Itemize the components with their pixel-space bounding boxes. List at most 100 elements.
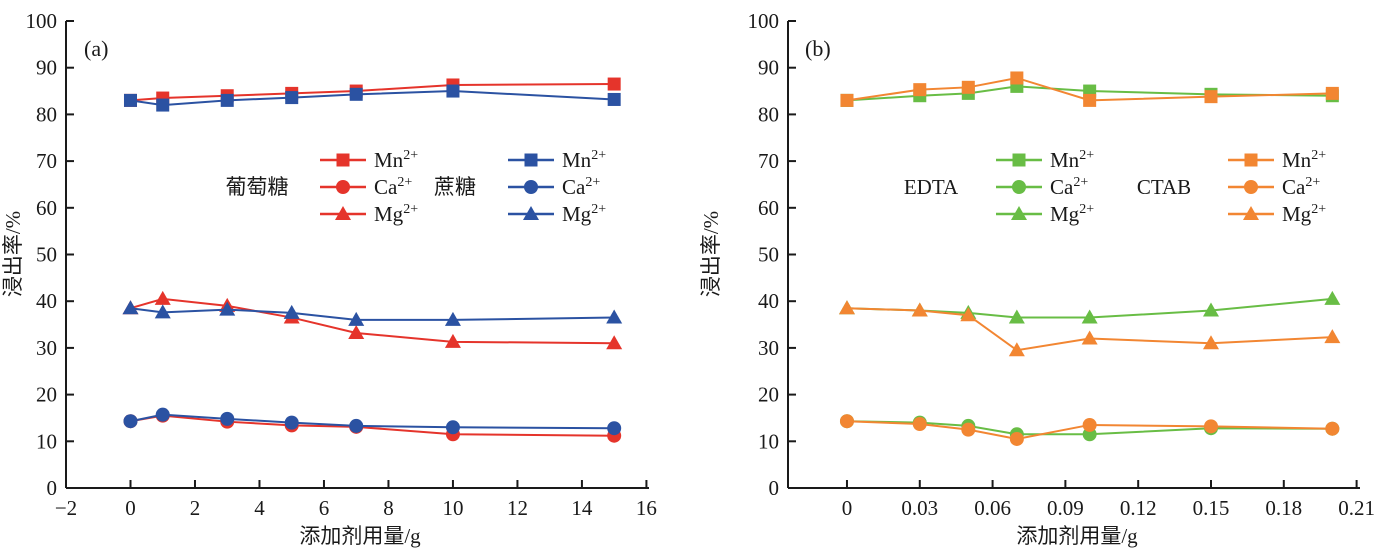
legend-label-Mg2+: Mg2+	[374, 202, 418, 226]
data-point-Mn2+	[1083, 93, 1097, 107]
data-point-Mg2+	[444, 311, 461, 326]
x-tick-label: 4	[254, 496, 265, 520]
data-point-Ca2+	[445, 420, 460, 435]
legend-label-Ca2+: Ca2+	[1282, 175, 1320, 199]
data-point-Mg2+	[122, 300, 139, 315]
y-tick-label: 50	[36, 243, 57, 267]
ion-superscript: 2+	[1305, 175, 1320, 190]
data-point-Ca2+	[1325, 421, 1340, 436]
y-tick-label: 90	[36, 56, 57, 80]
data-point-Ca2+	[839, 414, 854, 429]
legend-marker-triangle-icon	[335, 206, 351, 220]
x-tick-label: 14	[571, 496, 593, 520]
data-point-Mn2+	[1010, 71, 1024, 85]
y-tick-label: 20	[758, 383, 779, 407]
data-point-Mn2+	[607, 77, 621, 91]
data-point-Mg2+	[154, 304, 171, 319]
data-point-Ca2+	[1009, 431, 1024, 446]
legend-marker-circle-icon	[1244, 180, 1258, 194]
data-point-Mg2+	[1202, 302, 1219, 317]
x-tick-label: 0.21	[1338, 496, 1375, 520]
y-tick-label: 0	[47, 476, 58, 500]
data-point-Ca2+	[123, 414, 138, 429]
data-point-Mg2+	[606, 309, 623, 324]
data-point-Mn2+	[1204, 90, 1218, 104]
data-point-Ca2+	[284, 415, 299, 430]
legend-marker-square-icon	[336, 153, 350, 167]
data-point-Ca2+	[607, 421, 622, 436]
y-tick-label: 80	[36, 102, 57, 126]
y-tick-label: 100	[748, 9, 780, 33]
x-tick-label: 10	[442, 496, 463, 520]
panel-label: (b)	[805, 36, 831, 61]
legend-label-Ca2+: Ca2+	[562, 175, 600, 199]
legend-label-Mn2+: Mn2+	[1282, 148, 1326, 172]
ion-superscript: 2+	[1079, 148, 1094, 163]
ion-superscript: 2+	[1073, 175, 1088, 190]
legend-label-Mn2+: Mn2+	[1050, 148, 1094, 172]
data-point-Mn2+	[913, 83, 927, 97]
x-tick-label: 0	[842, 496, 853, 520]
ion-superscript: 2+	[1311, 148, 1326, 163]
x-tick-label: 0	[125, 496, 136, 520]
ion-superscript: 2+	[591, 148, 606, 163]
legend-group-label: CTAB	[1137, 175, 1191, 199]
x-tick-label: 0.18	[1265, 496, 1302, 520]
data-point-Mg2+	[911, 302, 928, 317]
legend-marker-circle-icon	[1012, 180, 1026, 194]
data-point-Mn2+	[349, 87, 363, 101]
x-tick-label: 0.06	[974, 496, 1011, 520]
y-tick-label: 40	[758, 289, 779, 313]
data-point-Ca2+	[1203, 419, 1218, 434]
legend-group-label: EDTA	[904, 175, 959, 199]
data-point-Mn2+	[961, 80, 975, 94]
data-point-Mg2+	[606, 335, 623, 350]
x-tick-label: 0.15	[1193, 496, 1230, 520]
data-point-Ca2+	[912, 417, 927, 432]
data-point-Mg2+	[1081, 330, 1098, 345]
data-point-Mn2+	[1325, 86, 1339, 100]
y-tick-label: 50	[758, 243, 779, 267]
data-point-Mg2+	[154, 290, 171, 305]
legend-label-Mg2+: Mg2+	[562, 202, 606, 226]
x-tick-label: 16	[636, 496, 657, 520]
ion-superscript: 2+	[397, 175, 412, 190]
x-tick-label: 0.03	[901, 496, 938, 520]
data-point-Mn2+	[123, 93, 137, 107]
data-point-Mn2+	[840, 93, 854, 107]
y-tick-label: 60	[36, 196, 57, 220]
data-point-Mn2+	[220, 93, 234, 107]
legend-marker-square-icon	[524, 153, 538, 167]
data-point-Ca2+	[349, 418, 364, 433]
data-point-Mg2+	[960, 307, 977, 322]
series-line-Mg2+	[130, 297, 615, 345]
data-point-Mn2+	[156, 98, 170, 112]
y-tick-label: 80	[758, 102, 779, 126]
legend-marker-triangle-icon	[523, 206, 539, 220]
legend-label-Mn2+: Mn2+	[562, 148, 606, 172]
legend-group-label: 蔗糖	[434, 175, 476, 199]
y-tick-label: 0	[769, 476, 780, 500]
series-line-Mn2+	[130, 90, 615, 107]
legend-label-Ca2+: Ca2+	[374, 175, 412, 199]
chart-a-canvas: −2 0 2 4 6 8 10 12 14 160102030405060708090100添加剂…	[1, 9, 657, 548]
data-point-Mg2+	[219, 301, 236, 316]
ion-superscript: 2+	[403, 148, 418, 163]
data-point-Ca2+	[1082, 417, 1097, 432]
x-tick-label: 0.12	[1120, 496, 1157, 520]
x-tick-label: 6	[319, 496, 330, 520]
y-tick-label: 30	[758, 336, 779, 360]
data-point-Ca2+	[220, 411, 235, 426]
y-tick-label: 10	[758, 429, 779, 453]
legend-marker-triangle-icon	[1243, 206, 1259, 220]
ion-superscript: 2+	[403, 202, 418, 217]
legend-marker-circle-icon	[524, 180, 538, 194]
x-axis-title: 添加剂用量/g	[1016, 524, 1138, 548]
x-axis-title: 添加剂用量/g	[299, 524, 421, 548]
data-point-Ca2+	[961, 422, 976, 437]
ion-superscript: 2+	[591, 202, 606, 217]
data-point-Mg2+	[1202, 335, 1219, 350]
data-point-Mg2+	[283, 304, 300, 319]
legend-label-Mg2+: Mg2+	[1050, 202, 1094, 226]
legend-label-Mg2+: Mg2+	[1282, 202, 1326, 226]
